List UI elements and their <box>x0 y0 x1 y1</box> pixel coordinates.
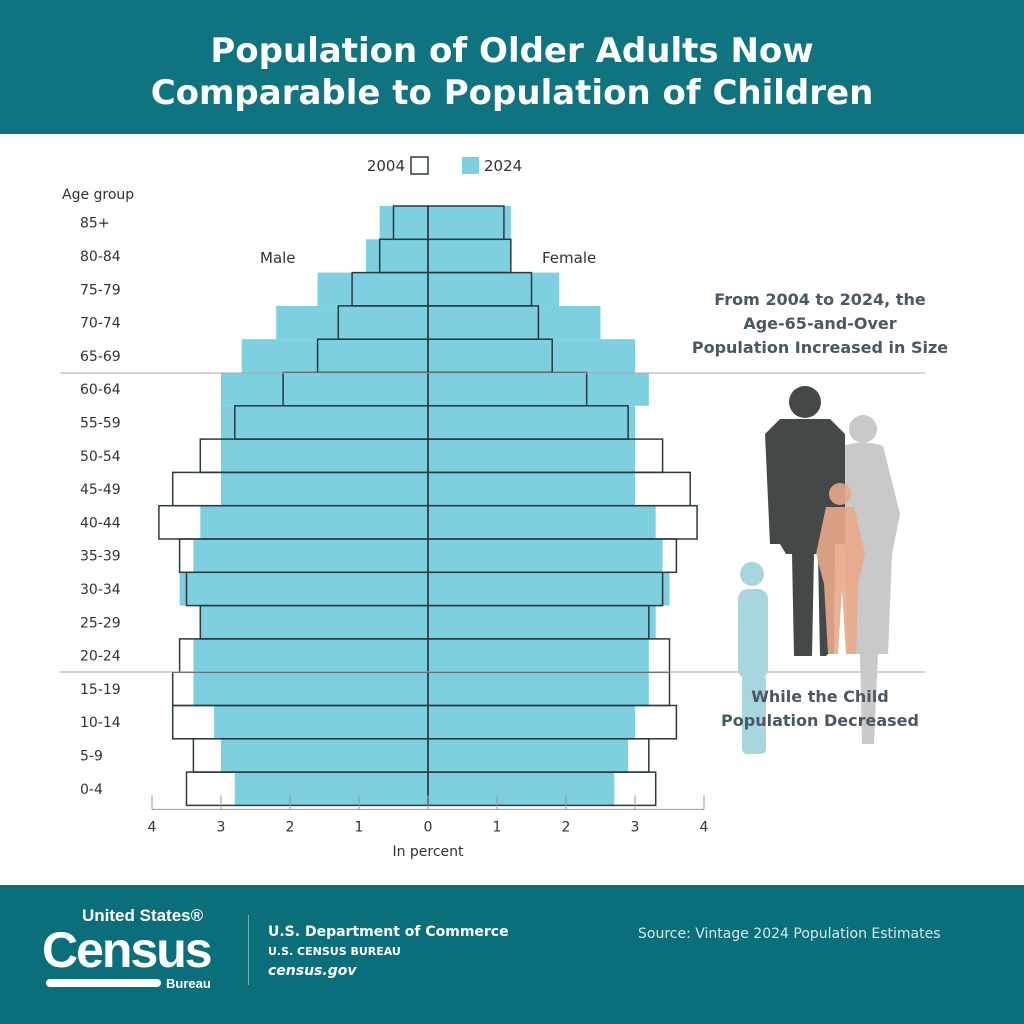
people-silhouettes-illustration <box>738 386 900 754</box>
bar-2024-female-0-4 <box>428 772 615 806</box>
bar-2024-male-75-79 <box>317 272 428 306</box>
bar-2024-male-45-49 <box>221 472 428 506</box>
age-group-label: 30-34 <box>80 582 121 598</box>
x-tick-label: 1 <box>493 819 502 835</box>
annotation-line: Population Increased in Size <box>691 338 949 357</box>
bar-2024-female-50-54 <box>428 439 635 473</box>
bar-2024-male-60-64 <box>221 372 428 406</box>
x-tick-label: 3 <box>631 819 640 835</box>
annotation-line: Age-65-and-Over <box>743 314 897 333</box>
age-group-label: 0-4 <box>80 782 103 798</box>
age-group-label: 35-39 <box>80 549 121 565</box>
x-tick-label: 3 <box>217 819 226 835</box>
bar-2024-female-15-19 <box>428 672 649 706</box>
title-line-1: Population of Older Adults Now <box>210 31 814 71</box>
bar-2024-male-25-29 <box>200 605 428 639</box>
annotation-line: While the Child <box>751 687 889 706</box>
source-note: Source: Vintage 2024 Population Estimate… <box>638 926 941 942</box>
census-bureau-logo[interactable]: United States® Census Bureau <box>42 907 232 997</box>
age-group-label: 45-49 <box>80 482 121 498</box>
legend-swatch-2004 <box>410 156 429 175</box>
age-group-label: 65-69 <box>80 349 121 365</box>
bar-2004-female-0-4 <box>427 771 657 807</box>
bar-2024-female-85+ <box>428 206 511 240</box>
bar-2024-male-40-44 <box>200 505 428 539</box>
website-link[interactable]: census.gov <box>268 963 357 979</box>
x-tick-label: 1 <box>355 819 364 835</box>
annotation-older-adults: From 2004 to 2024, the Age-65-and-Over P… <box>660 288 980 360</box>
divider <box>248 915 249 985</box>
x-tick-label: 0 <box>424 819 433 835</box>
bar-2024-female-40-44 <box>428 505 656 539</box>
bar-2024-male-35-39 <box>193 539 428 573</box>
age-group-label: 50-54 <box>80 449 121 465</box>
legend-label-2024: 2024 <box>484 157 522 175</box>
bar-2024-female-20-24 <box>428 638 649 673</box>
bar-2024-male-55-59 <box>221 405 428 440</box>
header: Population of Older Adults Now Comparable… <box>0 0 1024 134</box>
bar-2024-male-15-19 <box>193 672 428 706</box>
age-group-label: 20-24 <box>80 649 121 665</box>
bar-2024-male-65-69 <box>241 339 428 373</box>
bar-2024-female-80-84 <box>428 239 511 273</box>
x-tick-label: 2 <box>562 819 571 835</box>
bar-2024-male-85+ <box>379 206 428 240</box>
bar-2024-male-30-34 <box>179 572 428 606</box>
female-label: Female <box>542 249 596 267</box>
x-tick-label: 4 <box>148 819 157 835</box>
bar-2024-female-60-64 <box>428 372 649 406</box>
title-line-2: Comparable to Population of Children <box>150 73 874 113</box>
logo-bar <box>46 979 161 987</box>
bar-2024-female-75-79 <box>428 272 560 306</box>
bar-2024-female-55-59 <box>428 405 635 440</box>
bar-2024-male-0-4 <box>234 772 428 806</box>
annotation-line: Population Decreased <box>721 711 919 730</box>
age-group-label: 5-9 <box>80 748 103 764</box>
bar-2024-female-10-14 <box>428 705 635 739</box>
bar-2024-female-30-34 <box>428 572 670 606</box>
bureau-name: U.S. CENSUS BUREAU <box>268 945 401 958</box>
x-axis-title: In percent <box>392 844 464 860</box>
age-group-label: 75-79 <box>80 282 121 298</box>
x-tick-label: 2 <box>286 819 295 835</box>
legend: 2004 2024 <box>367 156 522 175</box>
bar-2024-female-35-39 <box>428 539 663 573</box>
legend-swatch-2024 <box>462 157 479 174</box>
department-name: U.S. Department of Commerce <box>268 924 509 940</box>
annotation-children: While the Child Population Decreased <box>660 685 980 733</box>
age-group-label: 15-19 <box>80 682 121 698</box>
logo-text: United States® <box>82 906 204 925</box>
bar-2024-male-50-54 <box>221 439 428 473</box>
annotation-line: From 2004 to 2024, the <box>714 290 926 309</box>
age-group-label: 80-84 <box>80 249 121 265</box>
age-group-label: 85+ <box>80 216 110 232</box>
y-axis-title: Age group <box>62 187 134 203</box>
page-title: Population of Older Adults Now Comparable… <box>0 0 1024 114</box>
population-pyramid-chart: 2004 2024 Age group 85+80-8475-7970-7465… <box>60 156 925 860</box>
bar-2024-male-20-24 <box>193 638 428 673</box>
logo-text: Census <box>42 922 213 978</box>
bar-2024-female-70-74 <box>428 305 601 340</box>
bar-2024-male-5-9 <box>221 738 428 773</box>
bar-2024-male-70-74 <box>276 305 428 340</box>
age-group-label: 60-64 <box>80 382 121 398</box>
logo-text: Bureau <box>166 976 211 991</box>
bar-2024-male-80-84 <box>365 239 428 273</box>
male-label: Male <box>260 249 296 267</box>
bar-2024-female-45-49 <box>428 472 635 506</box>
bar-2024-female-25-29 <box>428 605 656 639</box>
age-group-label: 25-29 <box>80 615 121 631</box>
bar-2024-male-10-14 <box>214 705 428 739</box>
age-group-label: 40-44 <box>80 515 121 531</box>
legend-label-2004: 2004 <box>367 157 405 175</box>
age-group-label: 70-74 <box>80 316 121 332</box>
bar-2024-female-5-9 <box>428 738 629 773</box>
bar-2024-female-65-69 <box>428 339 635 373</box>
age-group-label: 10-14 <box>80 715 121 731</box>
footer: United States® Census Bureau U.S. Depart… <box>0 885 1024 1024</box>
x-tick-label: 4 <box>700 819 709 835</box>
age-group-label: 55-59 <box>80 415 121 431</box>
